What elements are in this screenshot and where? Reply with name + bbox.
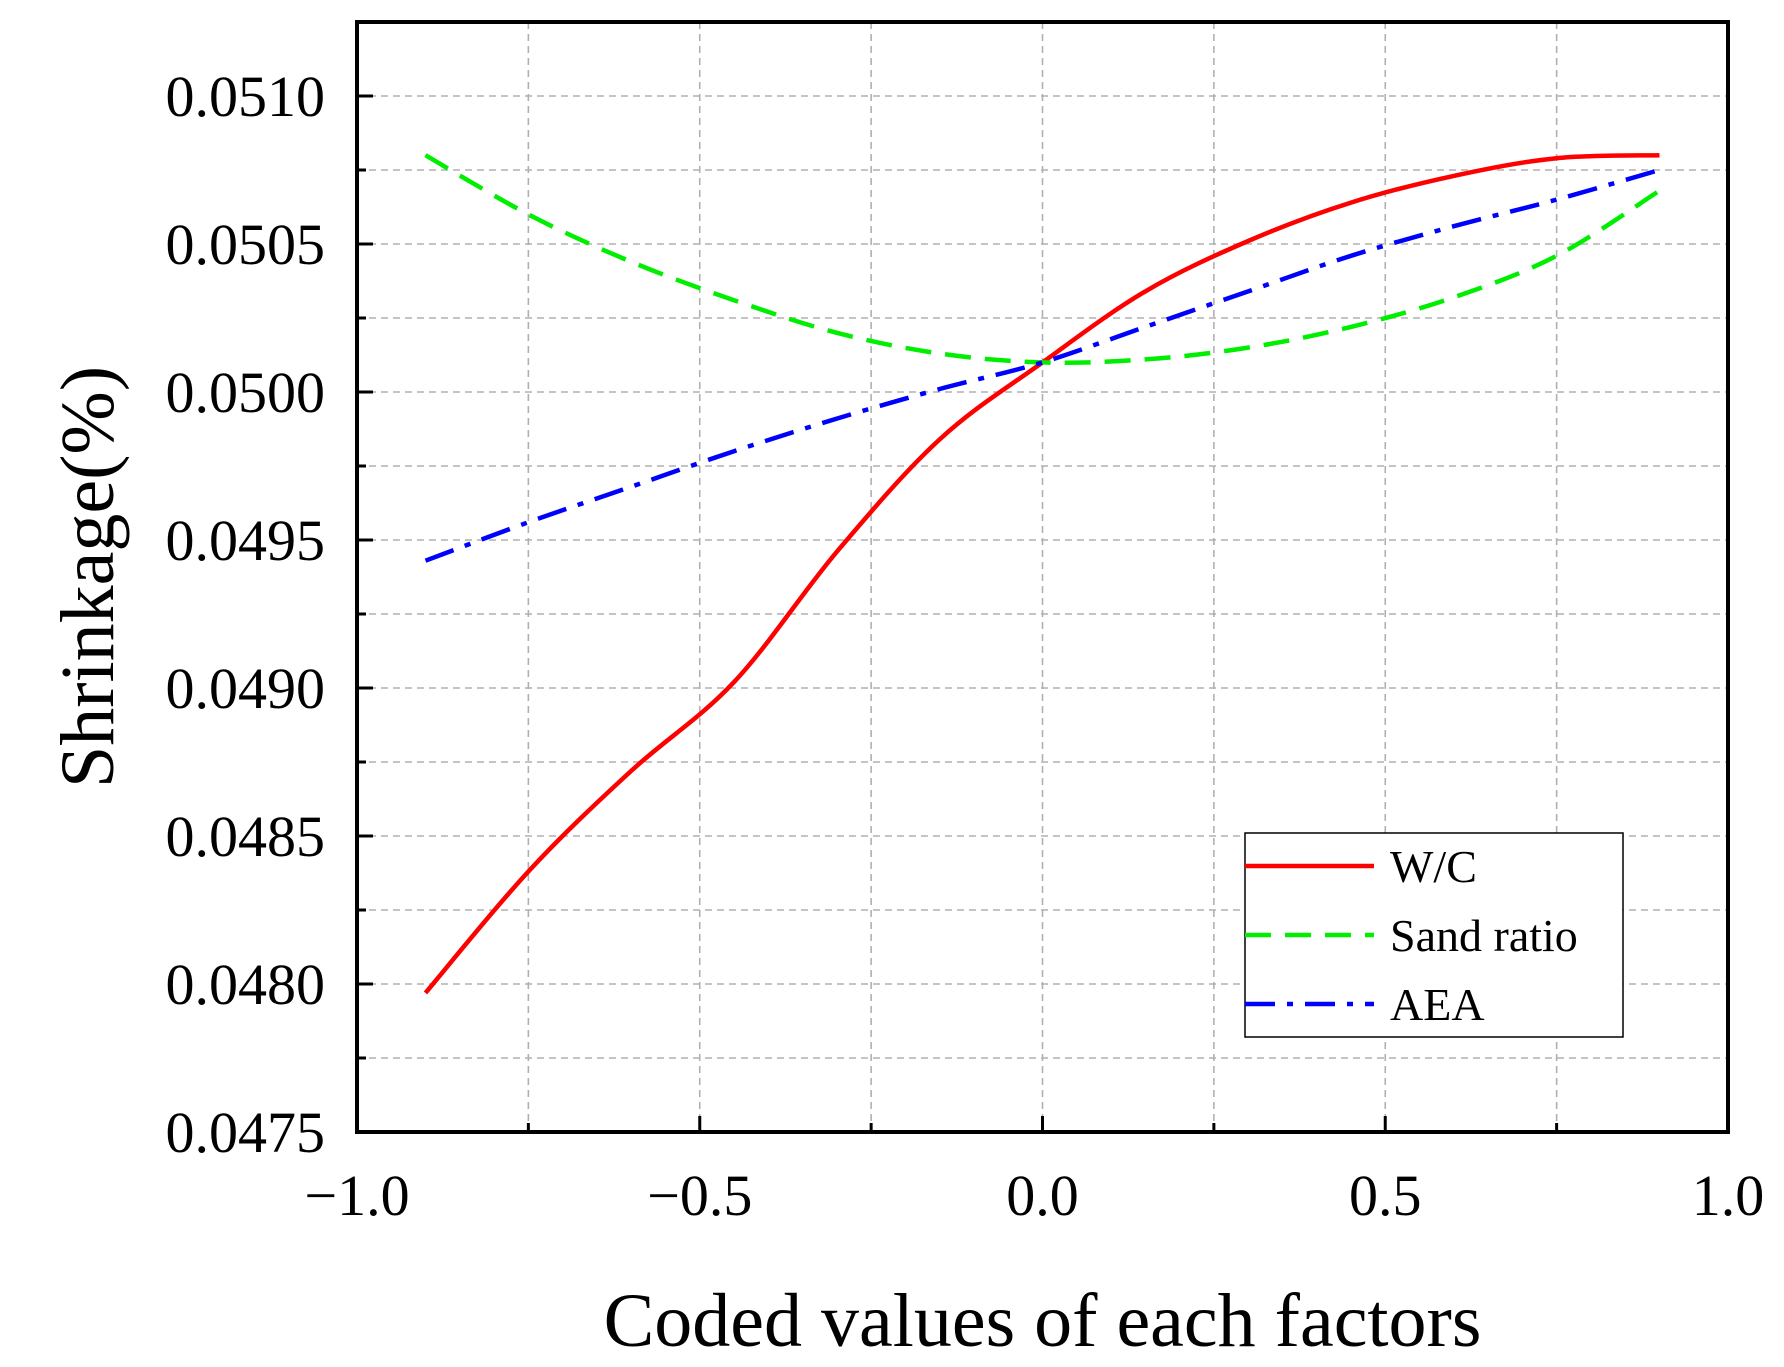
legend-label: AEA (1390, 979, 1485, 1030)
y-tick-label: 0.0505 (166, 212, 326, 277)
axis-ticks (355, 20, 1730, 1134)
y-tick-label: 0.0495 (166, 508, 326, 573)
y-tick-label: 0.0475 (166, 1100, 326, 1165)
y-axis-title: Shrinkage(%) (46, 366, 130, 788)
x-tick-label: 0.5 (1349, 1163, 1422, 1228)
legend: W/C Sand ratio AEA (1244, 832, 1624, 1038)
y-tick-label: 0.0485 (166, 804, 326, 869)
series-line (424, 153, 1661, 365)
y-tick-label: 0.0490 (166, 656, 326, 721)
legend-label: W/C (1390, 841, 1477, 892)
y-tick-label: 0.0510 (166, 64, 326, 129)
series-line (423, 152, 1660, 995)
x-tick-label: −1.0 (304, 1163, 409, 1228)
x-tick-label: −0.5 (647, 1163, 752, 1228)
legend-label: Sand ratio (1390, 910, 1578, 961)
x-tick-label: 1.0 (1692, 1163, 1765, 1228)
y-tick-label: 0.0480 (166, 952, 326, 1017)
x-tick-label: 0.0 (1006, 1163, 1079, 1228)
series-line (424, 167, 1661, 563)
y-tick-label: 0.0500 (166, 360, 326, 425)
series-lines (423, 152, 1661, 995)
tick-labels: −1.0 −0.5 0.0 0.5 1.0 0.0475 0.0480 0.0485 0.049… (166, 64, 1765, 1228)
x-axis-title: Coded values of each factors (604, 1279, 1482, 1363)
